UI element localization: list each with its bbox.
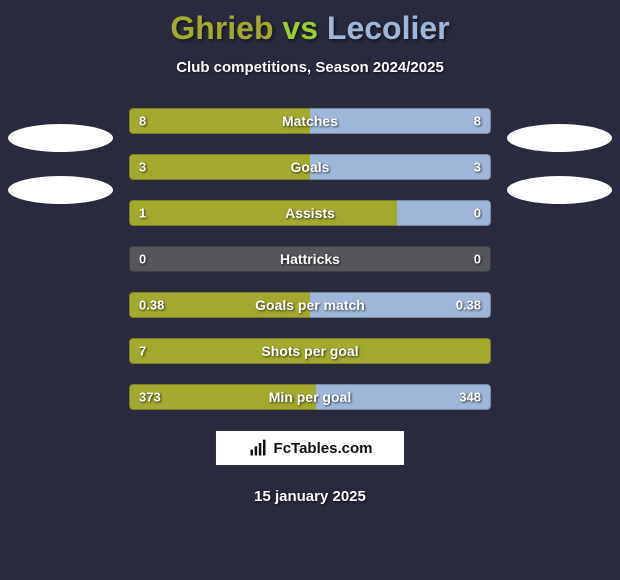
player1-club-logo-2: [8, 176, 113, 204]
player1-name: Ghrieb: [170, 10, 273, 46]
stat-row: 33Goals: [129, 154, 491, 180]
generated-date: 15 january 2025: [0, 488, 620, 505]
brand-badge[interactable]: FcTables.com: [215, 430, 405, 466]
player2-name: Lecolier: [327, 10, 450, 46]
stat-label: Goals per match: [129, 297, 491, 313]
player2-club-logo-2: [507, 176, 612, 204]
stat-label: Hattricks: [129, 251, 491, 267]
stat-label: Goals: [129, 159, 491, 175]
stat-label: Assists: [129, 205, 491, 221]
stat-label: Min per goal: [129, 389, 491, 405]
player1-club-logo: [8, 124, 113, 152]
brand-text: FcTables.com: [274, 440, 373, 457]
stat-row: 88Matches: [129, 108, 491, 134]
stats-bars: 88Matches 33Goals 10Assists 00Hattricks 0.38…: [129, 108, 491, 410]
stat-row: 00Hattricks: [129, 246, 491, 272]
player2-club-logo: [507, 124, 612, 152]
stat-row: 7Shots per goal: [129, 338, 491, 364]
stat-label: Shots per goal: [129, 343, 491, 359]
stat-row: 10Assists: [129, 200, 491, 226]
comparison-title: Ghrieb vs Lecolier: [0, 0, 620, 47]
vs-separator: vs: [282, 10, 318, 46]
stat-row: 0.380.38Goals per match: [129, 292, 491, 318]
bar-chart-icon: [248, 438, 268, 458]
stat-label: Matches: [129, 113, 491, 129]
subtitle: Club competitions, Season 2024/2025: [0, 59, 620, 76]
stat-row: 373348Min per goal: [129, 384, 491, 410]
